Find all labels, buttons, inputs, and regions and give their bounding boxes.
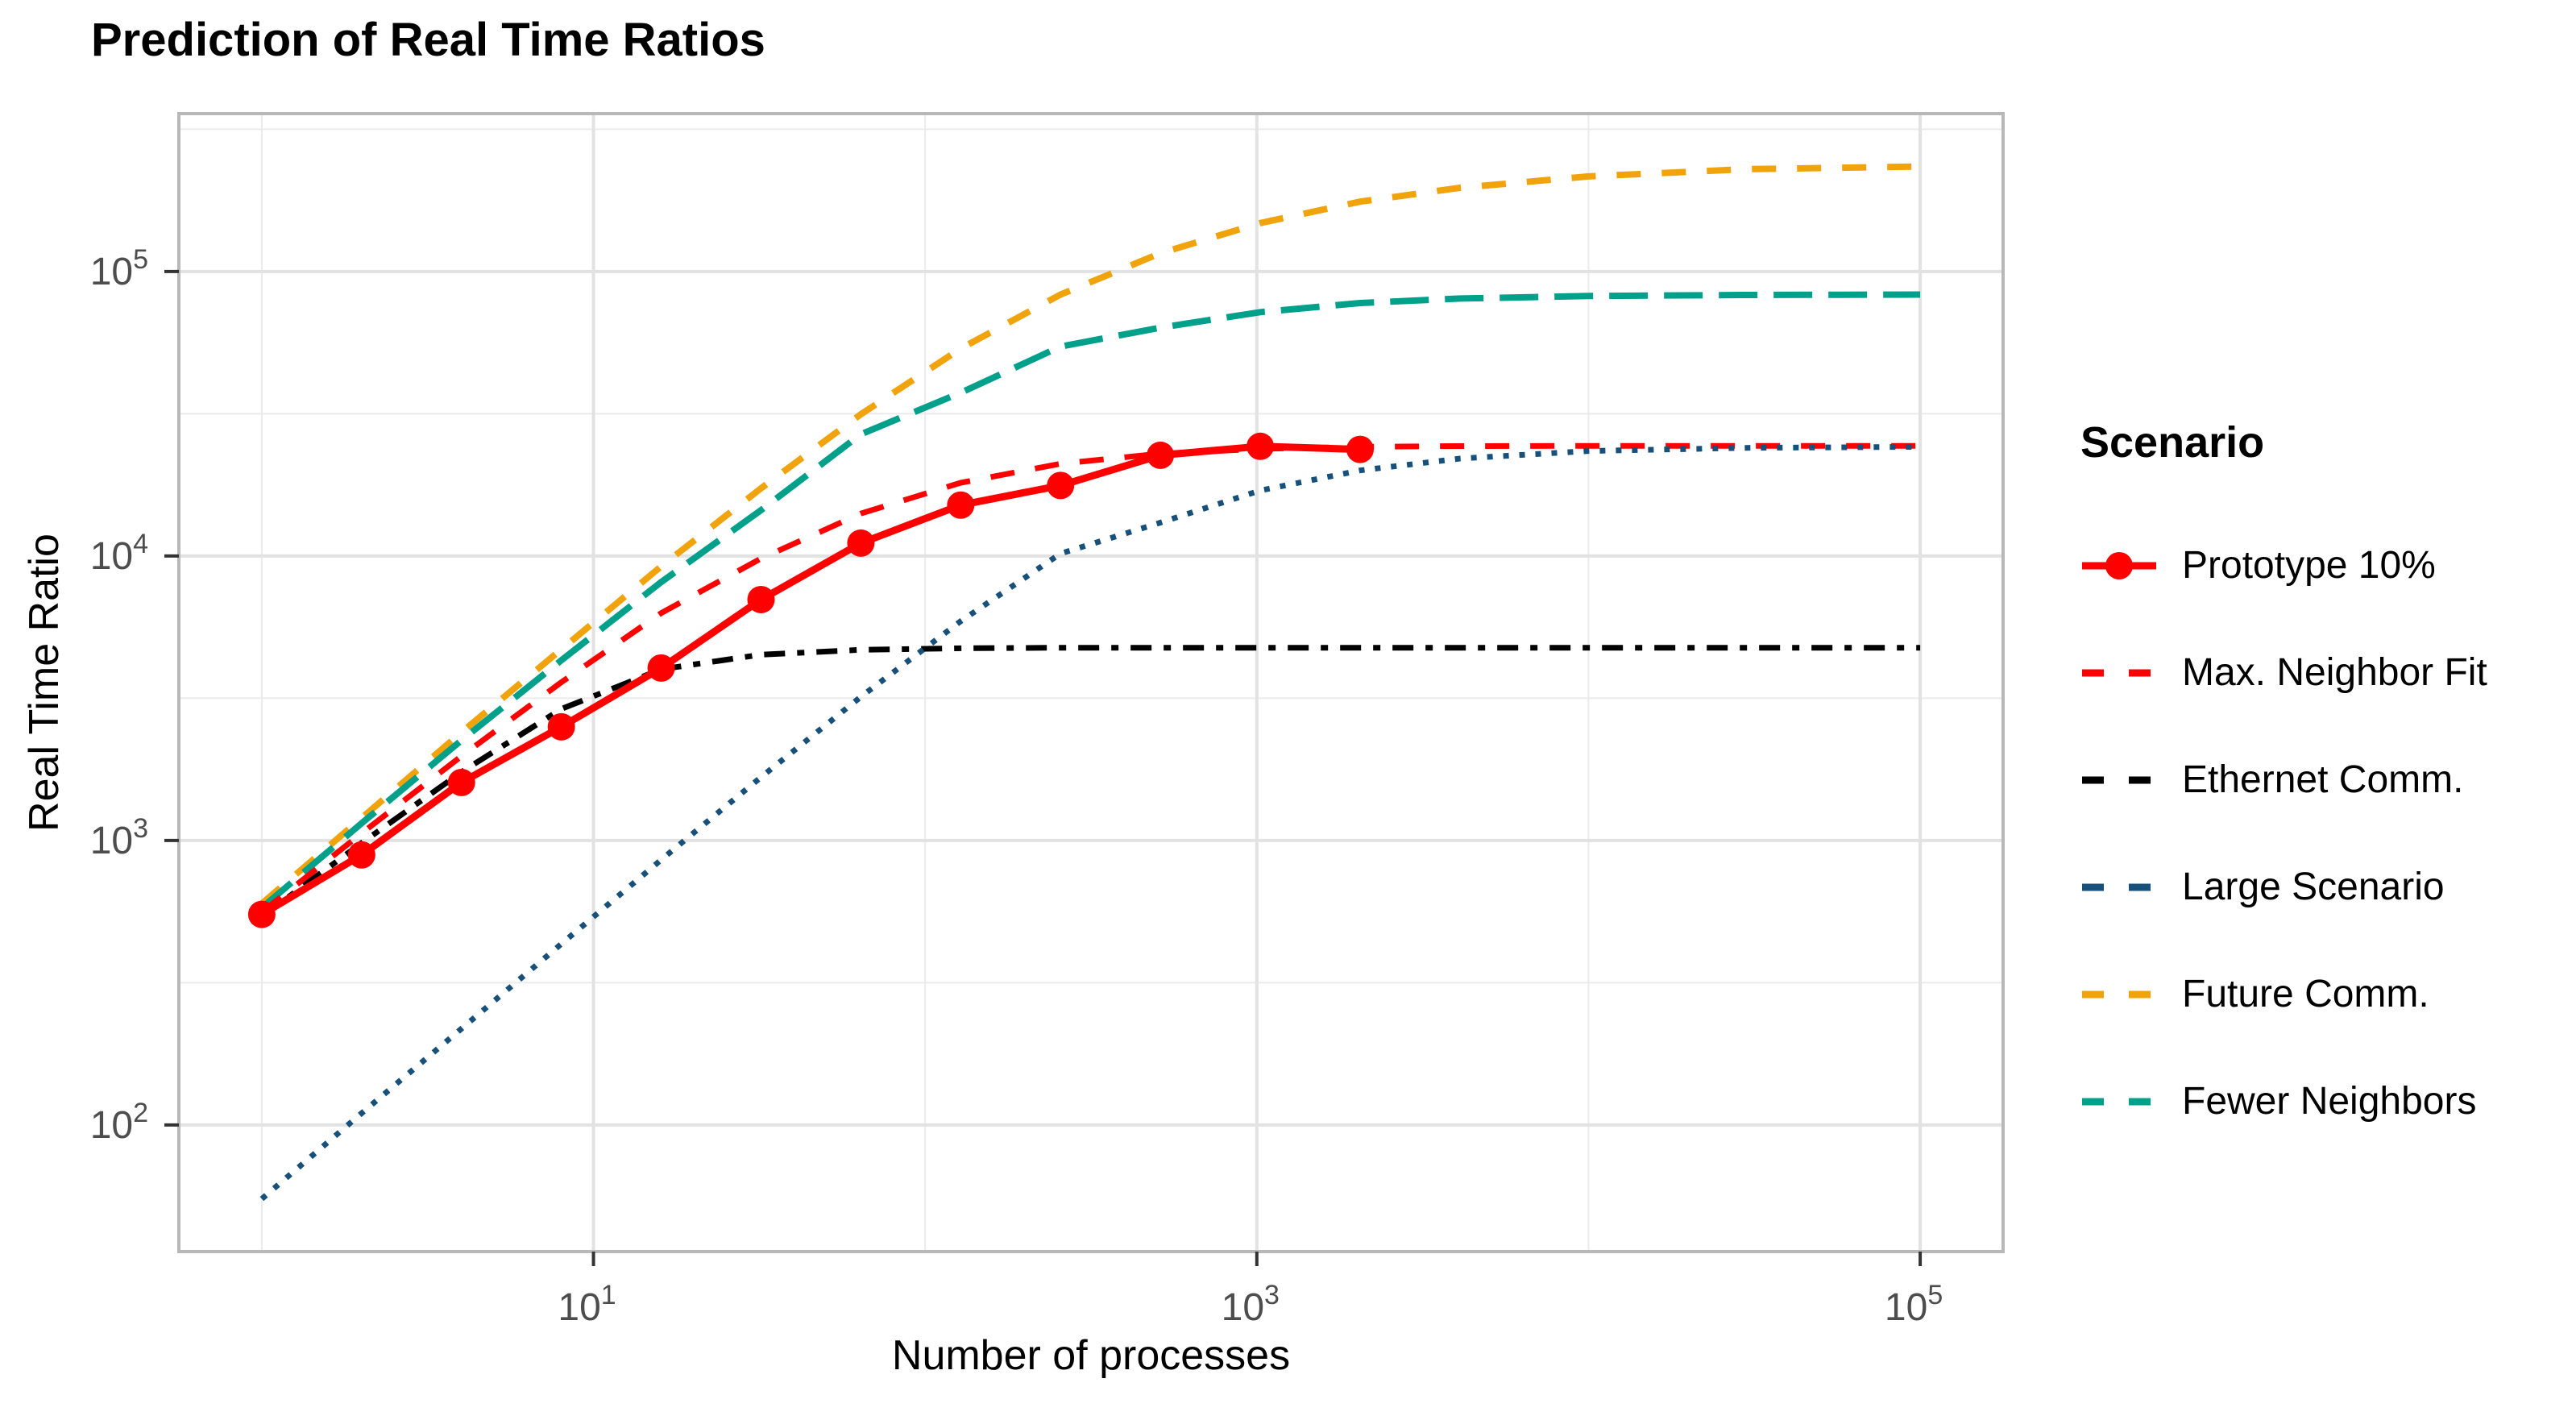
series-marker <box>947 491 975 519</box>
legend-key-icon <box>2082 883 2156 891</box>
legend-item-label: Fewer Neighbors <box>2182 1080 2477 1123</box>
legend-item-label: Future Comm. <box>2182 973 2429 1015</box>
series-line-5 <box>259 163 1921 907</box>
legend-item-1: Prototype 10% <box>2080 512 2564 619</box>
y-axis-title: Real Time Ratio <box>21 534 68 832</box>
series-line-2 <box>259 442 1921 915</box>
series-marker <box>447 768 475 796</box>
tick-label: 101 <box>558 1280 616 1329</box>
legend-item-4: Large Scenario <box>2080 833 2564 941</box>
series-marker <box>1346 435 1374 463</box>
legend-key-icon <box>2082 776 2156 783</box>
legend-item-3: Ethernet Comm. <box>2080 726 2564 833</box>
legend: Scenario Prototype 10% Max. Neighbor Fit E… <box>2080 417 2564 1155</box>
legend-item-label: Prototype 10% <box>2182 544 2436 587</box>
series-marker <box>347 841 375 869</box>
legend-item-label: Max. Neighbor Fit <box>2182 651 2487 694</box>
legend-item-6: Fewer Neighbors <box>2080 1048 2564 1155</box>
chart-title: Prediction of Real Time Ratios <box>91 14 765 66</box>
panel-border <box>177 112 2005 1253</box>
legend-item-label: Large Scenario <box>2182 866 2445 908</box>
series-marker <box>1147 441 1175 469</box>
legend-items: Prototype 10% Max. Neighbor Fit Ethernet C… <box>2080 512 2564 1155</box>
series-line-1 <box>259 442 1361 918</box>
tick-label: 103 <box>90 813 148 862</box>
series-line-6 <box>259 291 1921 911</box>
legend-item-5: Future Comm. <box>2080 941 2564 1048</box>
legend-title: Scenario <box>2080 418 2265 467</box>
tick-label: 103 <box>1222 1280 1280 1329</box>
legend-key-icon <box>2082 669 2156 676</box>
series-marker <box>747 585 775 613</box>
legend-key-icon <box>2082 1098 2156 1105</box>
series-marker <box>1047 471 1075 500</box>
series-marker <box>547 712 575 741</box>
series-line-4 <box>259 443 1921 1202</box>
legend-key-icon <box>2082 551 2156 579</box>
legend-item-2: Max. Neighbor Fit <box>2080 619 2564 726</box>
series-marker <box>247 900 276 928</box>
series-marker <box>647 654 675 682</box>
tick-label: 104 <box>90 529 148 578</box>
legend-key-icon <box>2082 990 2156 998</box>
tick-label: 102 <box>90 1098 148 1147</box>
tick-label: 105 <box>90 244 148 293</box>
tick-label: 105 <box>1885 1280 1943 1329</box>
series-marker <box>1247 432 1275 460</box>
x-axis-title: Number of processes <box>891 1332 1291 1379</box>
legend-item-label: Ethernet Comm. <box>2182 758 2464 801</box>
series-marker <box>847 529 875 557</box>
